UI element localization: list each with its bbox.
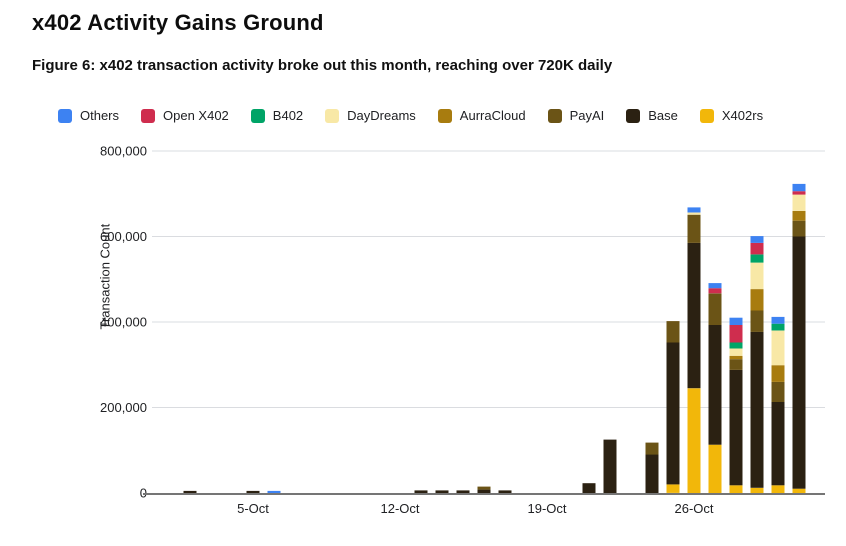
bar-segment-15-Oct-base bbox=[456, 490, 470, 493]
legend-swatch-aurracloud bbox=[437, 108, 452, 123]
legend-label: Base bbox=[648, 108, 678, 123]
legend-label: Open X402 bbox=[163, 108, 229, 123]
bar-segment-2-Oct-base bbox=[183, 490, 197, 493]
bar-segment-28-Oct-open-x402 bbox=[729, 325, 743, 343]
bar-segment-30-Oct-b402 bbox=[771, 323, 785, 331]
bar-segment-16-Oct-payai bbox=[477, 486, 491, 490]
bar-segment-30-Oct-daydreams bbox=[771, 330, 785, 366]
bar-segment-28-Oct-x402rs bbox=[729, 485, 743, 493]
legend-item-payai: PayAI bbox=[547, 108, 605, 123]
bar-segment-25-Oct-base bbox=[666, 342, 680, 485]
bar-segment-13-Oct-base bbox=[414, 490, 428, 493]
legend-swatch-others bbox=[58, 108, 72, 123]
bar-segment-31-Oct-payai bbox=[792, 220, 806, 237]
legend-item-x402rs: X402rs bbox=[699, 108, 764, 123]
legend-label: B402 bbox=[272, 108, 304, 123]
bar-segment-29-Oct-payai bbox=[750, 310, 764, 332]
bar-segment-31-Oct-base bbox=[792, 236, 806, 489]
bar-segment-29-Oct-daydreams bbox=[750, 262, 764, 290]
bar-segment-24-Oct-payai bbox=[645, 442, 659, 455]
legend-item-others: Others bbox=[58, 108, 119, 123]
bar-segment-31-Oct-aurracloud bbox=[792, 210, 806, 221]
bar-segment-6-Oct-others bbox=[267, 490, 281, 493]
legend-label: Others bbox=[80, 108, 120, 123]
legend-label: DayDreams bbox=[347, 108, 416, 123]
bar-segment-28-Oct-daydreams bbox=[729, 348, 743, 356]
bar-segment-30-Oct-others bbox=[771, 316, 785, 324]
chart-subtitle: Figure 6: x402 transaction activity brok… bbox=[32, 57, 613, 74]
bar-segment-26-Oct-others bbox=[687, 207, 701, 213]
bar-segment-27-Oct-base bbox=[708, 325, 722, 445]
x-tick-label: 26-Oct bbox=[674, 501, 713, 516]
bar-segment-30-Oct-aurracloud bbox=[771, 365, 785, 382]
bar-segment-28-Oct-base bbox=[729, 369, 743, 486]
bar-segment-27-Oct-others bbox=[708, 283, 722, 289]
bar-segment-25-Oct-x402rs bbox=[666, 484, 680, 493]
bar-segment-28-Oct-aurracloud bbox=[729, 355, 743, 360]
bar-segment-29-Oct-x402rs bbox=[750, 487, 764, 493]
legend-label: X402rs bbox=[721, 108, 764, 123]
legend-swatch-base bbox=[626, 108, 641, 123]
x-tick-label: 12-Oct bbox=[380, 501, 419, 516]
chart-title: x402 Activity Gains Ground bbox=[32, 10, 324, 35]
legend-item-base: Base bbox=[626, 108, 678, 123]
bar-segment-26-Oct-base bbox=[687, 242, 701, 389]
legend-swatch-daydreams bbox=[325, 108, 340, 123]
bar-segment-14-Oct-base bbox=[435, 490, 449, 493]
bar-segment-30-Oct-x402rs bbox=[771, 485, 785, 493]
legend-swatch-x402rs bbox=[699, 108, 714, 123]
y-tick-label: 200,000 bbox=[100, 400, 147, 415]
y-tick-label: 600,000 bbox=[100, 229, 147, 244]
bar-segment-25-Oct-payai bbox=[666, 321, 680, 343]
legend-item-daydreams: DayDreams bbox=[325, 108, 416, 123]
legend: Others Open X402 B402 DayDreams AurraCloud Pa… bbox=[58, 108, 838, 123]
bar-segment-30-Oct-base bbox=[771, 401, 785, 486]
legend-label: AurraCloud bbox=[459, 108, 526, 123]
bar-segment-28-Oct-b402 bbox=[729, 342, 743, 349]
y-tick-label: 400,000 bbox=[100, 315, 147, 330]
bar-segment-16-Oct-base bbox=[477, 489, 491, 493]
bar-segment-26-Oct-payai bbox=[687, 214, 701, 243]
bar-segment-27-Oct-open-x402 bbox=[708, 288, 722, 294]
bar-segment-31-Oct-x402rs bbox=[792, 488, 806, 493]
bar-segment-21-Oct-base bbox=[582, 483, 596, 493]
bar-segment-24-Oct-base bbox=[645, 454, 659, 493]
bar-segment-29-Oct-base bbox=[750, 331, 764, 488]
legend-item-open-x402: Open X402 bbox=[141, 108, 229, 123]
legend-swatch-open-x402 bbox=[141, 108, 156, 123]
bar-segment-27-Oct-x402rs bbox=[708, 444, 722, 493]
legend-label: PayAI bbox=[569, 108, 605, 123]
bar-segment-29-Oct-others bbox=[750, 236, 764, 243]
bar-segment-31-Oct-daydreams bbox=[792, 194, 806, 211]
bar-segment-29-Oct-open-x402 bbox=[750, 242, 764, 255]
x-tick-label: 5-Oct bbox=[237, 501, 269, 516]
legend-item-b402: B402 bbox=[250, 108, 304, 123]
bar-segment-30-Oct-payai bbox=[771, 381, 785, 402]
bar-segment-17-Oct-base bbox=[498, 490, 512, 493]
bar-segment-31-Oct-open-x402 bbox=[792, 191, 806, 195]
bar-segment-28-Oct-payai bbox=[729, 359, 743, 370]
bar-segment-26-Oct-daydreams bbox=[687, 212, 701, 215]
bar-segment-28-Oct-others bbox=[729, 317, 743, 325]
bar-segment-26-Oct-x402rs bbox=[687, 388, 701, 493]
legend-item-aurracloud: AurraCloud bbox=[437, 108, 526, 123]
bar-segment-5-Oct-base bbox=[246, 490, 260, 493]
bar-segment-31-Oct-others bbox=[792, 183, 806, 192]
bar-segment-22-Oct-base bbox=[603, 439, 617, 493]
legend-swatch-b402 bbox=[250, 108, 265, 123]
bar-segment-27-Oct-payai bbox=[708, 293, 722, 325]
y-tick-label: 800,000 bbox=[100, 144, 147, 159]
bar-segment-29-Oct-b402 bbox=[750, 254, 764, 263]
legend-swatch-payai bbox=[547, 108, 562, 123]
x-tick-label: 19-Oct bbox=[527, 501, 566, 516]
bar-segment-29-Oct-aurracloud bbox=[750, 289, 764, 311]
